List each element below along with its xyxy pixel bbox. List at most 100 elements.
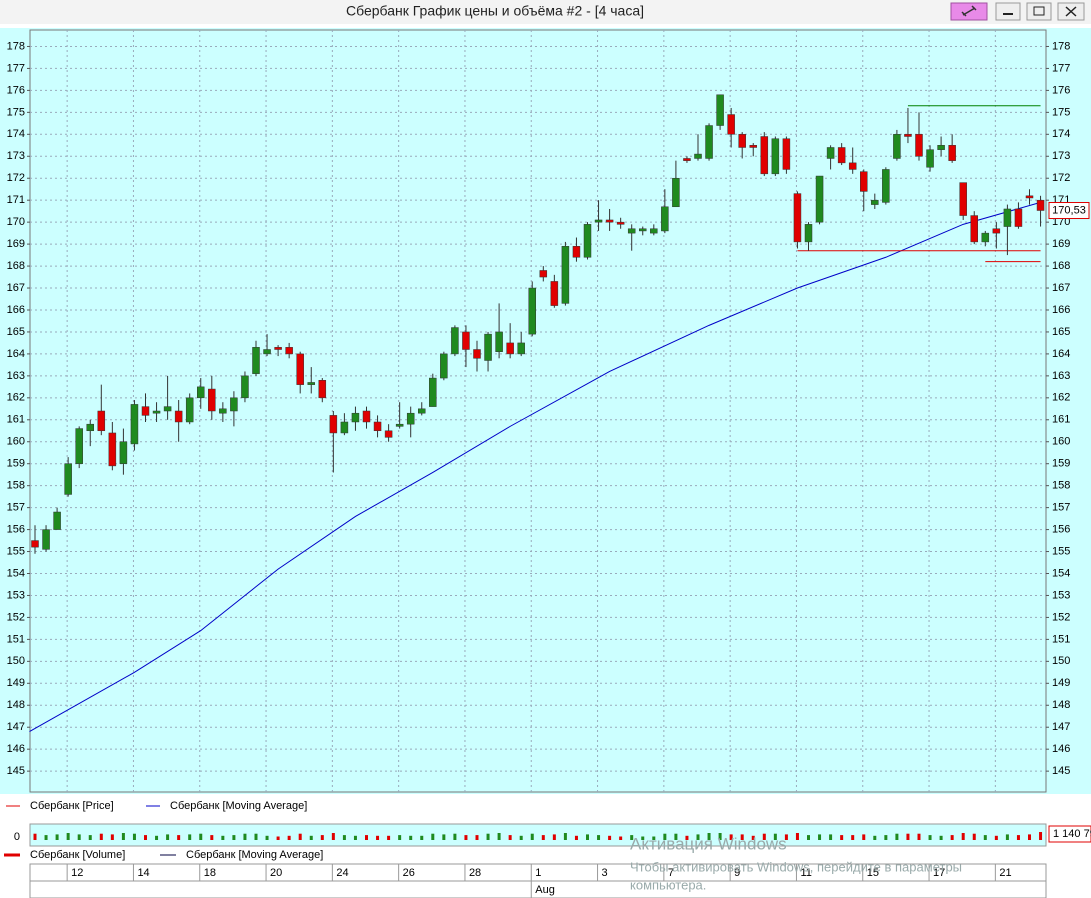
volume-bar bbox=[851, 835, 855, 840]
candle-body bbox=[296, 353, 304, 385]
candle-body bbox=[108, 432, 117, 467]
candle-body bbox=[219, 408, 227, 414]
volume-bar bbox=[110, 834, 114, 840]
x-tick-label: 1 bbox=[535, 867, 541, 879]
volume-bar bbox=[707, 833, 711, 840]
candle-body bbox=[373, 421, 382, 432]
y-tick-label: 149 bbox=[7, 677, 25, 689]
volume-bar bbox=[740, 834, 744, 840]
x-tick-label: 9 bbox=[734, 867, 740, 879]
volume-bar bbox=[541, 835, 545, 840]
volume-bar bbox=[873, 835, 877, 840]
x-tick-label: 21 bbox=[999, 867, 1011, 879]
candle-body bbox=[650, 228, 658, 234]
candle-body bbox=[716, 94, 724, 126]
candle-body bbox=[208, 388, 216, 412]
candle-body bbox=[727, 114, 735, 135]
volume-bar bbox=[840, 835, 844, 840]
x-tick-label: 24 bbox=[336, 867, 348, 879]
candle-body bbox=[241, 375, 249, 399]
volume-bar bbox=[276, 836, 280, 840]
candle-body bbox=[937, 145, 945, 150]
volume-bar bbox=[906, 833, 910, 840]
window-title: Сбербанк График цены и объёма #2 - [4 ча… bbox=[346, 3, 644, 19]
volume-bar bbox=[420, 835, 424, 840]
y-tick-label: 149 bbox=[1052, 677, 1070, 689]
volume-bar bbox=[232, 835, 236, 840]
candle-body bbox=[252, 347, 260, 374]
candle-body bbox=[639, 228, 647, 232]
candle-body bbox=[970, 215, 978, 243]
candle-body bbox=[804, 224, 813, 243]
volume-bar bbox=[895, 833, 899, 840]
candle-body bbox=[1014, 208, 1023, 227]
y-tick-label: 173 bbox=[1052, 150, 1070, 162]
candle-body bbox=[418, 408, 426, 414]
volume-bar bbox=[994, 835, 998, 840]
y-tick-label: 178 bbox=[7, 40, 25, 52]
x-tick-label: 28 bbox=[469, 867, 481, 879]
y-tick-label: 168 bbox=[1052, 260, 1070, 272]
candle-body bbox=[274, 347, 282, 350]
volume-bar bbox=[475, 835, 479, 840]
candle-body bbox=[506, 342, 514, 355]
plot-frame bbox=[29, 29, 1047, 793]
y-tick-label: 170 bbox=[1052, 216, 1070, 228]
candle-body bbox=[340, 421, 349, 434]
watermark: Активация Windows Чтобы активировать Win… bbox=[630, 834, 962, 892]
candle-body bbox=[329, 415, 338, 434]
candle-body bbox=[495, 331, 503, 352]
y-tick-label: 161 bbox=[7, 414, 25, 426]
volume-bar bbox=[1005, 834, 1009, 840]
y-tick-label: 176 bbox=[7, 84, 25, 96]
volume-bar bbox=[497, 833, 501, 840]
y-tick-label: 148 bbox=[1052, 699, 1070, 711]
candle-body bbox=[915, 134, 923, 157]
x-tick-label: 12 bbox=[71, 867, 83, 879]
volume-bar bbox=[398, 835, 402, 840]
y-tick-label: 156 bbox=[7, 523, 25, 535]
candle-body bbox=[992, 228, 1001, 234]
volume-bar bbox=[265, 835, 269, 840]
candle-body bbox=[705, 125, 713, 159]
minimize-button[interactable] bbox=[995, 2, 1021, 21]
y-tick-label: 152 bbox=[7, 611, 25, 623]
volume-bar bbox=[574, 835, 578, 840]
volume-bar bbox=[199, 833, 203, 840]
candle-body bbox=[230, 397, 238, 412]
volume-bar bbox=[608, 835, 612, 840]
pin-icon bbox=[961, 5, 977, 17]
candle-body bbox=[75, 428, 83, 464]
candle-body bbox=[904, 134, 912, 137]
volume-bar bbox=[376, 835, 380, 840]
y-tick-label: 154 bbox=[1052, 567, 1070, 579]
volume-bar bbox=[342, 835, 346, 840]
candle-body bbox=[616, 221, 625, 225]
volume-bar bbox=[210, 835, 214, 840]
watermark-line: компьютера. bbox=[630, 877, 706, 892]
candle-body bbox=[451, 327, 459, 355]
volume-bar bbox=[320, 835, 324, 840]
y-tick-label: 150 bbox=[7, 655, 25, 667]
candle-body bbox=[760, 136, 769, 175]
candle-body bbox=[948, 145, 956, 161]
volume-bar bbox=[762, 833, 766, 840]
volume-bar bbox=[309, 835, 313, 840]
candle-body bbox=[848, 162, 857, 170]
candle-body bbox=[1025, 195, 1034, 199]
restore-button[interactable] bbox=[1026, 2, 1052, 21]
volume-bar bbox=[751, 835, 755, 840]
y-tick-label: 157 bbox=[1052, 502, 1070, 514]
volume-bar bbox=[829, 834, 833, 840]
volume-bar bbox=[365, 835, 368, 840]
y-tick-label: 163 bbox=[1052, 370, 1070, 382]
y-tick-label: 175 bbox=[7, 106, 25, 118]
y-tick-label: 158 bbox=[1052, 480, 1070, 492]
candle-body bbox=[31, 540, 39, 548]
y-tick-label: 160 bbox=[7, 436, 25, 448]
volume-bar bbox=[597, 835, 601, 840]
candle-body bbox=[871, 199, 879, 205]
candle-body bbox=[583, 224, 592, 258]
volume-bar bbox=[243, 833, 247, 840]
last-price-box bbox=[1048, 202, 1090, 220]
